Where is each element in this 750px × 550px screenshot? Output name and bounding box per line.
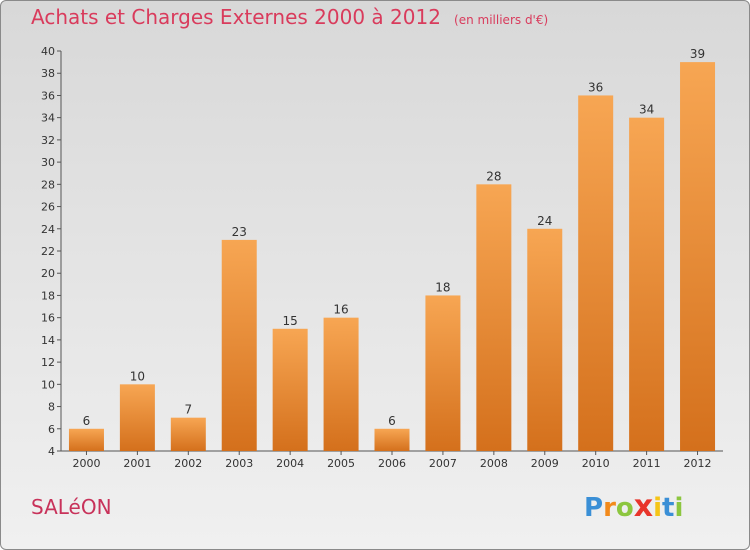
y-tick-label: 24: [41, 223, 55, 236]
bar-2001: [119, 384, 155, 451]
y-tick-label: 40: [41, 45, 55, 58]
bar-2002: [170, 417, 206, 451]
logo-letter: o: [615, 493, 634, 523]
data-label: 7: [184, 403, 192, 417]
logo-letter: P: [584, 493, 604, 523]
proxiti-logo: Proxiti: [584, 489, 683, 524]
x-tick-label: 2008: [480, 457, 508, 470]
logo-letter: x: [633, 489, 654, 524]
logo-letter: i: [674, 493, 684, 523]
y-tick-label: 4: [48, 445, 55, 458]
town-name: SALéON: [31, 495, 112, 519]
y-tick-label: 18: [41, 289, 55, 302]
y-tick-label: 6: [48, 423, 55, 436]
logo-letter: t: [662, 493, 675, 523]
y-tick-label: 38: [41, 67, 55, 80]
y-tick-label: 28: [41, 178, 55, 191]
x-tick-label: 2006: [378, 457, 406, 470]
x-tick-label: 2000: [72, 457, 100, 470]
y-tick-label: 12: [41, 356, 55, 369]
bar-2008: [476, 184, 512, 452]
y-tick-label: 10: [41, 378, 55, 391]
data-label: 6: [388, 414, 396, 428]
bar-2009: [527, 228, 563, 451]
data-label: 6: [83, 414, 91, 428]
bar-2012: [680, 62, 716, 451]
data-label: 10: [130, 369, 145, 383]
bar-2000: [68, 428, 104, 451]
data-label: 28: [486, 169, 501, 183]
x-tick-label: 2010: [582, 457, 610, 470]
bar-2004: [272, 328, 308, 451]
data-label: 39: [690, 47, 705, 61]
x-tick-label: 2004: [276, 457, 304, 470]
y-tick-label: 36: [41, 89, 55, 102]
x-tick-label: 2012: [684, 457, 712, 470]
y-tick-label: 22: [41, 245, 55, 258]
x-tick-label: 2005: [327, 457, 355, 470]
y-tick-label: 8: [48, 401, 55, 414]
bar-2011: [629, 117, 665, 452]
data-label: 16: [333, 303, 348, 317]
x-tick-label: 2011: [633, 457, 661, 470]
y-tick-label: 30: [41, 156, 55, 169]
logo-letter: i: [653, 493, 663, 523]
logo-letter: r: [603, 493, 616, 523]
x-tick-label: 2001: [123, 457, 151, 470]
data-label: 18: [435, 280, 450, 294]
x-tick-label: 2003: [225, 457, 253, 470]
bar-2005: [323, 317, 359, 451]
x-tick-label: 2002: [174, 457, 202, 470]
chart-title: Achats et Charges Externes 2000 à 2012: [31, 5, 441, 29]
bar-2007: [425, 295, 461, 451]
chart-subtitle: (en milliers d'€): [454, 13, 549, 27]
data-label: 23: [232, 225, 247, 239]
bar-2006: [374, 428, 410, 451]
data-label: 34: [639, 103, 654, 117]
bar-2010: [578, 95, 614, 451]
data-label: 24: [537, 214, 552, 228]
data-label: 36: [588, 80, 603, 94]
y-tick-label: 14: [41, 334, 55, 347]
y-tick-label: 16: [41, 312, 55, 325]
title-row: Achats et Charges Externes 2000 à 2012 (…: [31, 5, 548, 29]
y-tick-label: 26: [41, 201, 55, 214]
x-tick-label: 2007: [429, 457, 457, 470]
y-tick-label: 32: [41, 134, 55, 147]
bar-2003: [221, 239, 257, 451]
y-tick-label: 34: [41, 112, 55, 125]
data-label: 15: [283, 314, 298, 328]
y-tick-label: 20: [41, 267, 55, 280]
x-tick-label: 2009: [531, 457, 559, 470]
